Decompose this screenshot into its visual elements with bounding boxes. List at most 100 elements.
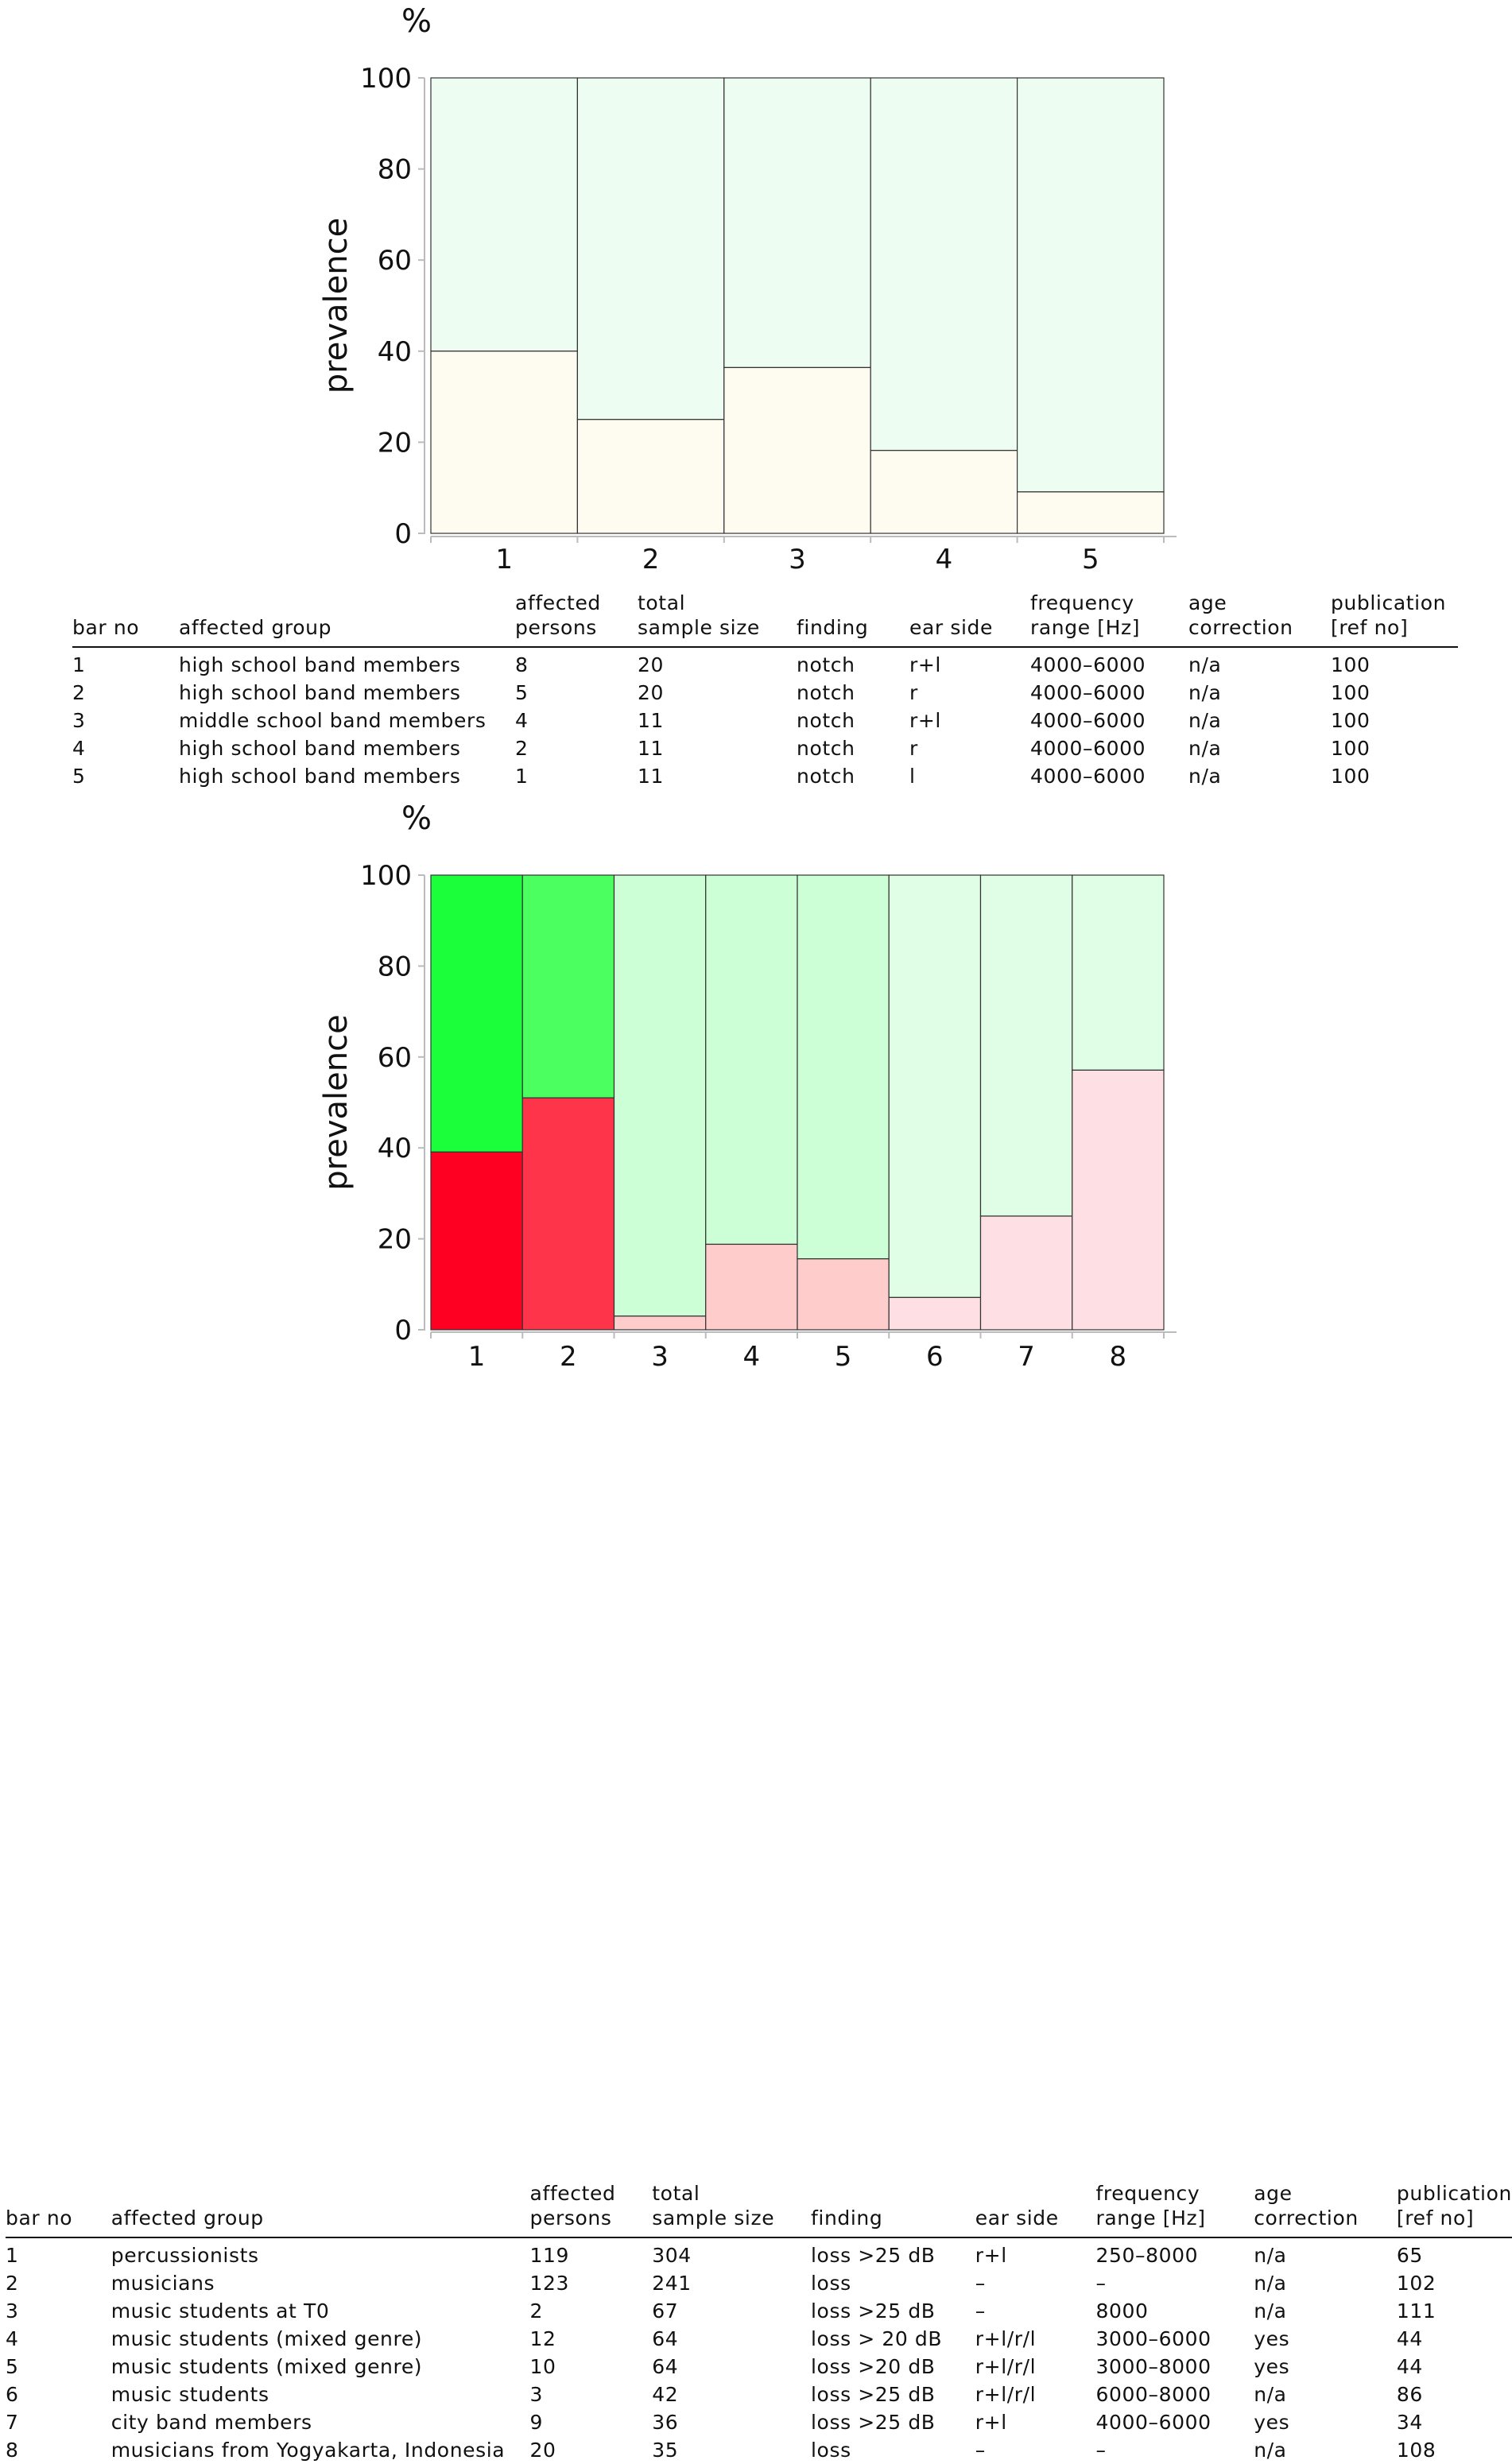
- table-cell: musicians from Yogyakarta, Indonesia: [110, 2439, 506, 2462]
- column-header: finding: [797, 591, 909, 648]
- bar-affected-segment: [613, 1315, 707, 1331]
- table-row: 4 music students (mixed genre) 12 64 loss > …: [6, 2325, 1512, 2353]
- table-row: 5 high school band members 1 11 notch l 4000–6…: [72, 762, 1458, 790]
- column-header-line: sample size: [638, 616, 760, 639]
- x-tick-label: 1: [468, 1341, 486, 1373]
- x-tick-label: 3: [789, 544, 806, 575]
- x-tick-label: 5: [1082, 544, 1099, 575]
- table-cell: r+l: [975, 2411, 1007, 2434]
- table-row: 2 high school band members 5 20 notch r 4000–6…: [72, 679, 1458, 707]
- table-cell: 7: [6, 2411, 19, 2434]
- bar-7: [979, 874, 1073, 1331]
- column-header-line: finding: [811, 2206, 883, 2230]
- table-cell: high school band members: [179, 653, 461, 676]
- table-cell: n/a: [1188, 681, 1222, 704]
- bar-chart-1: 0 20 40 60 80 100 1 2 3 4 5% prevalence: [318, 3, 1177, 575]
- table-cell: 5: [72, 765, 86, 788]
- table-cell: 2: [6, 2272, 19, 2295]
- bar-unaffected-segment: [1016, 77, 1165, 493]
- data-table-2: bar no affected group affected persons total…: [6, 2181, 1512, 2464]
- table-cell: –: [975, 2299, 986, 2323]
- table-row: 5 music students (mixed genre) 10 64 loss >2…: [6, 2353, 1512, 2381]
- table-cell: 5: [6, 2355, 19, 2378]
- table-cell: 3000–6000: [1095, 2327, 1212, 2350]
- table-cell: r: [909, 681, 918, 704]
- chart-panel-1: 0 20 40 60 80 100 1 2 3 4 5% prevalence bar no affec…: [0, 0, 1512, 795]
- y-tick-label: 40: [378, 1133, 412, 1164]
- bar-6: [888, 874, 982, 1331]
- x-tick-label: 8: [1110, 1341, 1127, 1373]
- table-cell: r+l: [909, 709, 941, 732]
- column-header-line: range [Hz]: [1095, 2206, 1206, 2230]
- table-cell: 11: [638, 709, 665, 732]
- column-header: age correction: [1188, 591, 1331, 648]
- table-cell: 3000–8000: [1095, 2355, 1212, 2378]
- table-cell: 4: [6, 2327, 19, 2350]
- table-cell: notch: [797, 681, 855, 704]
- bar-5: [797, 874, 890, 1331]
- y-unit-label: %: [401, 800, 432, 837]
- table-cell: 20: [529, 2439, 556, 2462]
- x-tick-label: 3: [651, 1341, 669, 1373]
- table-cell: n/a: [1188, 709, 1222, 732]
- table-cell: 100: [1331, 653, 1370, 676]
- bar-unaffected-segment: [521, 874, 615, 1098]
- table-cell: 3: [6, 2299, 19, 2323]
- bar-unaffected-segment: [797, 874, 890, 1260]
- bar-5: [1016, 77, 1165, 534]
- column-header-line: affected group: [179, 616, 332, 639]
- bar-unaffected-segment: [870, 77, 1018, 451]
- column-header-line: correction: [1254, 2206, 1359, 2230]
- table-cell: 119: [529, 2244, 570, 2267]
- column-header-line: ear side: [975, 2206, 1059, 2230]
- table-cell: 2: [515, 737, 529, 760]
- table-cell: n/a: [1254, 2383, 1287, 2406]
- bar-affected-segment: [979, 1215, 1073, 1331]
- column-header-line: bar no: [6, 2206, 73, 2230]
- column-header-line: correction: [1188, 616, 1293, 639]
- column-header-line: persons: [529, 2206, 612, 2230]
- x-tick-label: 4: [936, 544, 953, 575]
- table-cell: high school band members: [179, 765, 461, 788]
- column-header-line: persons: [515, 616, 597, 639]
- bar-2: [576, 77, 725, 534]
- table-cell: –: [1095, 2439, 1107, 2462]
- table-cell: 9: [529, 2411, 544, 2434]
- table-cell: 100: [1331, 765, 1370, 788]
- column-header: affected persons: [529, 2181, 653, 2238]
- table-cell: 4000–6000: [1030, 737, 1146, 760]
- bar-1: [430, 77, 578, 534]
- table-cell: r+l: [909, 653, 941, 676]
- table-cell: yes: [1254, 2327, 1290, 2350]
- table-cell: 4: [515, 709, 529, 732]
- table-cell: 1: [72, 653, 86, 676]
- x-tick-label: 5: [835, 1341, 852, 1373]
- y-unit-label: %: [401, 3, 432, 40]
- table-cell: n/a: [1188, 737, 1222, 760]
- y-tick-label: 0: [394, 1315, 412, 1346]
- table-cell: yes: [1254, 2355, 1290, 2378]
- table-row: 6 music students 3 42 loss >25 dB r+l/r/l 6000…: [6, 2381, 1512, 2408]
- x-tick-label: 2: [560, 1341, 577, 1373]
- table-cell: 100: [1331, 681, 1370, 704]
- table-cell: 10: [529, 2355, 556, 2378]
- column-header: total sample size: [638, 591, 797, 648]
- y-tick-label: 0: [394, 518, 412, 550]
- column-header: bar no: [6, 2181, 111, 2238]
- column-header-line: total: [638, 591, 686, 614]
- table-cell: 20: [638, 653, 665, 676]
- bar-unaffected-segment: [430, 77, 578, 352]
- table-cell: 1: [6, 2244, 19, 2267]
- bar-4: [705, 874, 798, 1331]
- table-cell: 123: [529, 2272, 570, 2295]
- column-header: frequency range [Hz]: [1030, 591, 1188, 648]
- table-cell: 4: [72, 737, 86, 760]
- column-header-line: affected: [515, 591, 601, 614]
- y-axis-title: prevalence: [318, 218, 355, 393]
- table-cell: 64: [652, 2327, 679, 2350]
- y-tick-label: 100: [360, 860, 412, 892]
- data-table-1: bar no affected group affected persons total…: [72, 591, 1458, 790]
- table-row: 3 music students at T0 2 67 loss >25 dB – 8000…: [6, 2297, 1512, 2325]
- bar-unaffected-segment: [1072, 874, 1165, 1071]
- column-header-line: frequency: [1030, 591, 1134, 614]
